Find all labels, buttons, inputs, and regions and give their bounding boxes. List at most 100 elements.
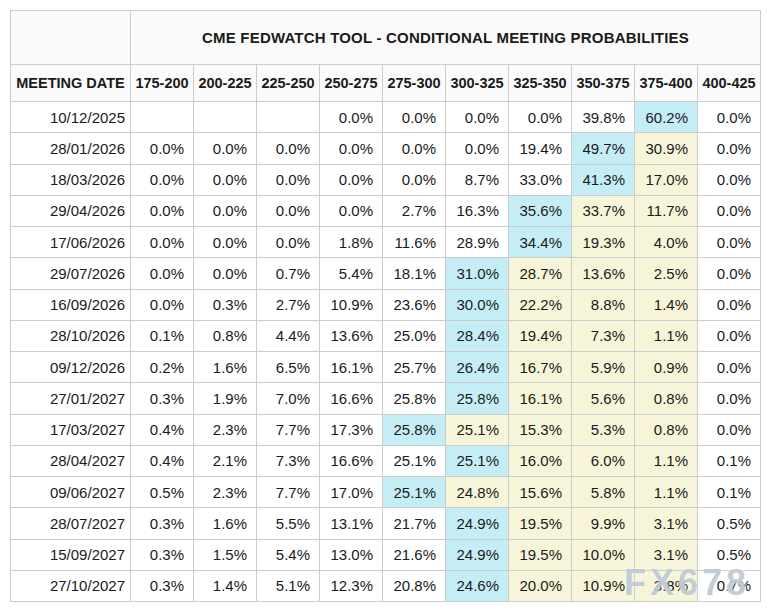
probability-cell: 1.9% xyxy=(194,383,257,414)
probability-cell: 15.6% xyxy=(509,477,572,508)
probability-cell: 0.0% xyxy=(446,102,509,133)
probability-cell: 0.0% xyxy=(257,195,320,226)
probability-cell: 25.7% xyxy=(383,352,446,383)
probability-cell: 0.4% xyxy=(131,414,194,445)
probability-cell: 0.0% xyxy=(698,383,761,414)
probability-cell: 1.8% xyxy=(320,227,383,258)
meeting-date-cell: 28/07/2027 xyxy=(11,508,131,539)
probability-cell: 19.3% xyxy=(572,227,635,258)
probability-cell: 1.5% xyxy=(194,539,257,570)
probability-cell: 0.0% xyxy=(698,258,761,289)
probability-cell: 35.6% xyxy=(509,195,572,226)
table-row: 27/10/20270.3%1.4%5.1%12.3%20.8%24.6%20.… xyxy=(11,570,761,601)
meeting-date-cell: 16/09/2026 xyxy=(11,289,131,320)
probability-cell: 0.5% xyxy=(698,508,761,539)
meeting-date-cell: 29/07/2026 xyxy=(11,258,131,289)
probability-cell: 19.4% xyxy=(509,320,572,351)
rate-range-column-header: 350-375 xyxy=(572,65,635,102)
probability-cell: 16.3% xyxy=(446,195,509,226)
probability-cell: 0.0% xyxy=(698,164,761,195)
probability-cell: 0.8% xyxy=(194,320,257,351)
probability-cell xyxy=(131,102,194,133)
probability-cell: 10.9% xyxy=(572,570,635,601)
probability-cell: 2.7% xyxy=(383,195,446,226)
column-header-row: MEETING DATE175-200200-225225-250250-275… xyxy=(11,65,761,102)
probability-cell: 0.0% xyxy=(194,227,257,258)
probability-cell: 0.0% xyxy=(509,102,572,133)
probability-cell: 28.9% xyxy=(446,227,509,258)
probability-cell: 3.8% xyxy=(635,570,698,601)
probability-cell: 2.3% xyxy=(194,477,257,508)
probability-cell: 0.0% xyxy=(698,195,761,226)
probability-cell: 17.0% xyxy=(635,164,698,195)
rate-range-column-header: 325-350 xyxy=(509,65,572,102)
probability-cell: 33.7% xyxy=(572,195,635,226)
rate-range-column-header: 200-225 xyxy=(194,65,257,102)
probability-cell: 33.0% xyxy=(509,164,572,195)
probability-cell: 25.1% xyxy=(446,414,509,445)
probability-cell: 0.3% xyxy=(131,383,194,414)
probability-cell: 0.0% xyxy=(320,164,383,195)
rate-range-column-header: 400-425 xyxy=(698,65,761,102)
probability-cell: 5.6% xyxy=(572,383,635,414)
probability-cell: 1.6% xyxy=(194,508,257,539)
probability-cell: 0.5% xyxy=(698,539,761,570)
probability-cell: 0.0% xyxy=(131,227,194,258)
probability-cell: 3.1% xyxy=(635,508,698,539)
probability-cell: 0.0% xyxy=(320,102,383,133)
title-row: CME FEDWATCH TOOL - CONDITIONAL MEETING … xyxy=(11,11,761,65)
probability-cell: 60.2% xyxy=(635,102,698,133)
probability-cell: 4.0% xyxy=(635,227,698,258)
probability-cell: 0.0% xyxy=(320,133,383,164)
probability-cell: 5.4% xyxy=(257,539,320,570)
probability-cell: 8.7% xyxy=(446,164,509,195)
probability-cell: 39.8% xyxy=(572,102,635,133)
probability-cell: 5.3% xyxy=(572,414,635,445)
probability-cell: 25.0% xyxy=(383,320,446,351)
probability-cell: 0.7% xyxy=(257,258,320,289)
probability-cell: 28.7% xyxy=(509,258,572,289)
probability-cell: 25.8% xyxy=(446,383,509,414)
probability-cell: 9.9% xyxy=(572,508,635,539)
meeting-date-cell: 10/12/2025 xyxy=(11,102,131,133)
probability-cell: 10.0% xyxy=(572,539,635,570)
probability-cell: 0.2% xyxy=(131,352,194,383)
probability-cell: 0.3% xyxy=(131,570,194,601)
table-row: 28/10/20260.1%0.8%4.4%13.6%25.0%28.4%19.… xyxy=(11,320,761,351)
probability-cell: 16.1% xyxy=(320,352,383,383)
probability-cell: 1.1% xyxy=(635,477,698,508)
probability-cell: 0.0% xyxy=(446,133,509,164)
probability-cell: 1.1% xyxy=(635,320,698,351)
probability-cell: 5.8% xyxy=(572,477,635,508)
probability-cell: 0.8% xyxy=(635,414,698,445)
probability-cell: 0.8% xyxy=(635,383,698,414)
probability-cell: 5.1% xyxy=(257,570,320,601)
fedwatch-probabilities-table: CME FEDWATCH TOOL - CONDITIONAL MEETING … xyxy=(10,10,761,602)
probability-cell: 4.4% xyxy=(257,320,320,351)
probability-cell: 17.3% xyxy=(320,414,383,445)
probability-cell: 0.7% xyxy=(698,570,761,601)
probability-cell: 0.1% xyxy=(131,320,194,351)
rate-range-column-header: 300-325 xyxy=(446,65,509,102)
probability-cell: 24.8% xyxy=(446,477,509,508)
probability-cell: 7.0% xyxy=(257,383,320,414)
probability-cell: 0.0% xyxy=(131,133,194,164)
probability-cell: 17.0% xyxy=(320,477,383,508)
probability-cell: 0.0% xyxy=(194,164,257,195)
probability-cell: 0.0% xyxy=(194,258,257,289)
probability-cell: 25.1% xyxy=(446,445,509,476)
meeting-date-cell: 09/12/2026 xyxy=(11,352,131,383)
fedwatch-table-container: CME FEDWATCH TOOL - CONDITIONAL MEETING … xyxy=(10,10,760,602)
probability-cell: 0.0% xyxy=(698,227,761,258)
probability-cell: 13.6% xyxy=(320,320,383,351)
probability-cell: 18.1% xyxy=(383,258,446,289)
probability-cell: 3.1% xyxy=(635,539,698,570)
probability-cell: 16.1% xyxy=(509,383,572,414)
probability-cell: 21.7% xyxy=(383,508,446,539)
probability-cell: 20.8% xyxy=(383,570,446,601)
probability-cell: 26.4% xyxy=(446,352,509,383)
rate-range-column-header: 275-300 xyxy=(383,65,446,102)
probability-cell: 7.3% xyxy=(572,320,635,351)
meeting-date-cell: 28/10/2026 xyxy=(11,320,131,351)
probability-cell: 0.0% xyxy=(383,133,446,164)
